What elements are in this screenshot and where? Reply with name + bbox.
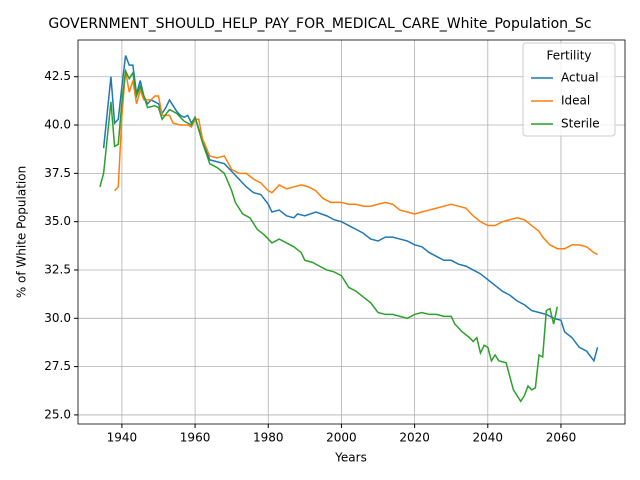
chart-title: GOVERNMENT_SHOULD_HELP_PAY_FOR_MEDICAL_C… (48, 16, 591, 32)
y-tick-label: 30.0 (44, 311, 71, 325)
y-tick-label: 37.5 (44, 166, 71, 180)
legend-label: Ideal (561, 94, 590, 108)
y-tick-label: 35.0 (44, 214, 71, 228)
x-tick-label: 1940 (107, 431, 138, 445)
legend-label: Sterile (561, 117, 600, 131)
y-tick-label: 40.0 (44, 118, 71, 132)
series-line (99, 68, 559, 403)
y-tick-label: 25.0 (44, 407, 71, 421)
x-tick-label: 2060 (546, 431, 577, 445)
x-tick-label: 2000 (326, 431, 357, 445)
y-tick-label: 32.5 (44, 262, 71, 276)
x-tick-label: 2040 (473, 431, 504, 445)
legend-box (522, 42, 616, 137)
x-tick-label: 1960 (180, 431, 211, 445)
y-axis-label: % of White Population (15, 166, 29, 298)
legend-label: Actual (561, 71, 599, 85)
y-tick-label: 42.5 (44, 69, 71, 83)
x-tick-label: 2020 (399, 431, 430, 445)
y-tick-label: 27.5 (44, 359, 71, 373)
x-tick-label: 1980 (253, 431, 284, 445)
series-line (102, 55, 599, 363)
legend-title: Fertility (546, 49, 591, 63)
x-axis-label: Years (334, 451, 367, 465)
plot-frame (77, 39, 626, 425)
